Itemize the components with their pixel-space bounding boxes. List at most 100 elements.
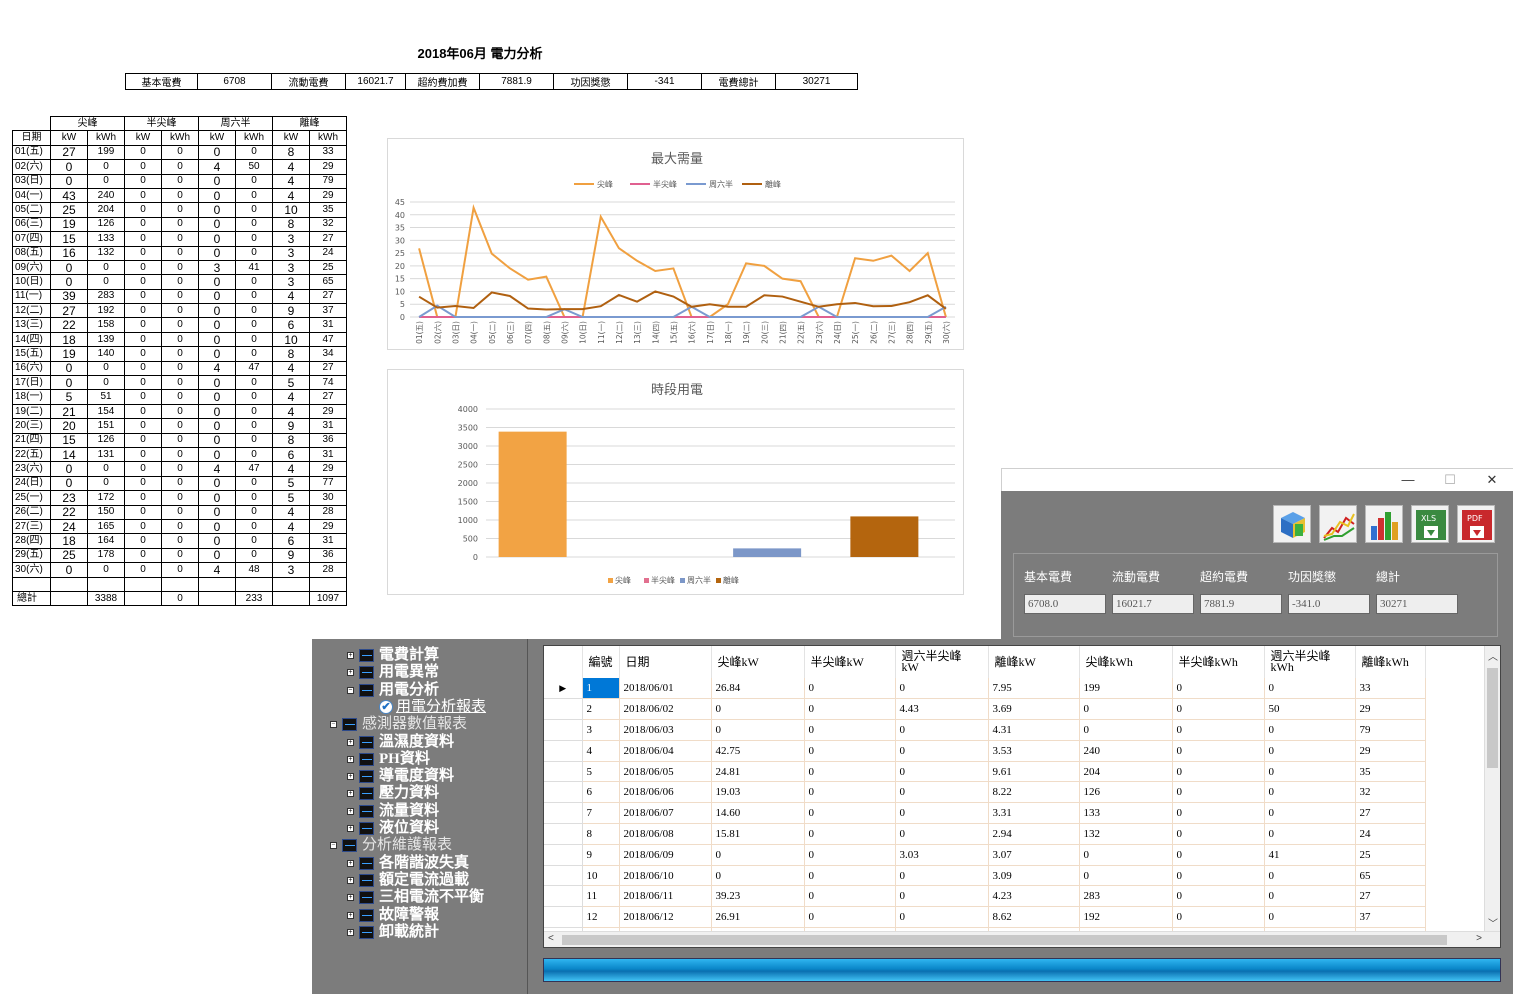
grid-cell[interactable]: 0 — [1172, 865, 1265, 887]
grid-cell[interactable]: 2018/06/03 — [619, 719, 712, 741]
grid-cell[interactable]: 0 — [895, 740, 989, 762]
row-header[interactable] — [544, 698, 583, 721]
row-header[interactable] — [544, 761, 583, 783]
grid-cell[interactable]: 0 — [1172, 802, 1265, 825]
grid-cell[interactable]: 0 — [1172, 719, 1265, 741]
metric-field[interactable]: 6708.0 — [1024, 594, 1106, 614]
row-header[interactable] — [544, 906, 583, 929]
grid-cell[interactable]: 0 — [1172, 844, 1265, 866]
grid-cell[interactable]: 0 — [1172, 781, 1265, 804]
grid-cell[interactable]: 133 — [1079, 802, 1173, 825]
grid-cell[interactable]: 37 — [1355, 906, 1426, 929]
grid-cell[interactable]: 0 — [804, 906, 896, 929]
current-row-indicator-icon[interactable]: ▶ — [544, 678, 583, 700]
grid-cell[interactable]: 0 — [1079, 698, 1173, 721]
grid-cell[interactable]: 9.61 — [988, 761, 1080, 783]
grid-cell[interactable]: 2018/06/05 — [619, 761, 712, 783]
grid-row[interactable]: 9 2018/06/09 0 0 3.03 3.07 0 0 41 25 — [544, 844, 1426, 866]
grid-cell[interactable]: 0 — [804, 802, 896, 825]
row-header[interactable] — [544, 802, 583, 825]
grid-cell[interactable]: 29 — [1355, 740, 1426, 762]
grid-cell[interactable]: 0 — [804, 740, 896, 762]
grid-column-header[interactable]: 編號 — [582, 646, 620, 678]
grid-cell[interactable]: 204 — [1079, 761, 1173, 783]
xls-export-icon[interactable]: XLS — [1411, 505, 1449, 543]
grid-cell[interactable]: 32 — [1355, 781, 1426, 804]
grid-cell[interactable]: 35 — [1355, 761, 1426, 783]
grid-cell[interactable]: 0 — [895, 802, 989, 825]
grid-cell[interactable]: 19.03 — [711, 781, 805, 804]
grid-cell[interactable]: 126 — [1079, 781, 1173, 804]
metric-field[interactable]: -341.0 — [1288, 594, 1370, 614]
grid-cell[interactable]: 0 — [895, 781, 989, 804]
grid-cell[interactable]: 0 — [804, 719, 896, 741]
close-button[interactable]: ✕ — [1486, 472, 1498, 487]
grid-column-header[interactable]: 尖峰kW — [711, 646, 805, 678]
grid-cell[interactable]: 9 — [582, 844, 620, 866]
grid-column-header[interactable]: 尖峰kWh — [1079, 646, 1173, 678]
grid-cell[interactable]: 41 — [1264, 844, 1356, 866]
grid-row[interactable]: 5 2018/06/05 24.81 0 0 9.61 204 0 0 35 — [544, 761, 1426, 783]
expand-toggle-icon[interactable]: + — [347, 651, 354, 659]
grid-cell[interactable]: 0 — [1264, 719, 1356, 741]
grid-row[interactable]: 8 2018/06/08 15.81 0 0 2.94 132 0 0 24 — [544, 823, 1426, 845]
grid-cell[interactable]: 2018/06/11 — [619, 885, 712, 908]
row-header[interactable] — [544, 865, 583, 887]
grid-cell[interactable]: 0 — [711, 719, 805, 741]
grid-cell[interactable]: 199 — [1079, 678, 1173, 700]
grid-cell[interactable]: 2018/06/12 — [619, 906, 712, 929]
grid-cell[interactable]: 0 — [895, 761, 989, 783]
grid-cell[interactable]: 0 — [895, 906, 989, 929]
vertical-scrollbar[interactable]: ︿ ﹀ — [1484, 646, 1500, 932]
row-header[interactable] — [544, 885, 583, 908]
grid-cell[interactable]: 24 — [1355, 823, 1426, 845]
grid-cell[interactable]: 0 — [1264, 906, 1356, 929]
grid-cell[interactable]: 0 — [1264, 865, 1356, 887]
grid-cell[interactable]: 2.94 — [988, 823, 1080, 845]
collapse-toggle-icon[interactable]: − — [330, 720, 337, 729]
grid-cell[interactable]: 0 — [1264, 740, 1356, 762]
expand-toggle-icon[interactable]: + — [347, 858, 354, 867]
grid-cell[interactable]: 8.62 — [988, 906, 1080, 929]
grid-cell[interactable]: 0 — [804, 865, 896, 887]
grid-cell[interactable]: 15.81 — [711, 823, 805, 845]
grid-cell[interactable]: 0 — [1172, 885, 1265, 908]
grid-cell[interactable]: 0 — [804, 761, 896, 783]
grid-cell[interactable]: 0 — [1079, 844, 1173, 866]
grid-row[interactable]: 3 2018/06/03 0 0 0 4.31 0 0 0 79 — [544, 719, 1426, 741]
expand-toggle-icon[interactable]: + — [347, 772, 354, 781]
grid-cell[interactable]: 0 — [711, 865, 805, 887]
grid-column-header[interactable]: 日期 — [619, 646, 712, 678]
grid-cell[interactable]: 0 — [1172, 906, 1265, 929]
grid-cell[interactable]: 132 — [1079, 823, 1173, 845]
row-header[interactable] — [544, 740, 583, 762]
grid-cell[interactable]: 0 — [711, 698, 805, 721]
row-header[interactable] — [544, 781, 583, 804]
grid-column-header[interactable]: 週六半尖峰 kWh — [1264, 646, 1356, 678]
grid-cell[interactable]: 3.69 — [988, 698, 1080, 721]
scroll-left-icon[interactable]: < — [548, 933, 554, 944]
grid-cell[interactable]: 0 — [895, 719, 989, 741]
grid-cell[interactable]: 0 — [1264, 781, 1356, 804]
grid-cell[interactable]: 2018/06/09 — [619, 844, 712, 866]
grid-cell[interactable]: 2018/06/02 — [619, 698, 712, 721]
grid-cell[interactable]: 26.91 — [711, 906, 805, 929]
grid-cell[interactable]: 0 — [895, 678, 989, 700]
grid-cell[interactable]: 0 — [804, 698, 896, 721]
row-header[interactable] — [544, 823, 583, 845]
expand-toggle-icon[interactable]: + — [347, 789, 354, 798]
pdf-export-icon[interactable]: PDF — [1457, 505, 1495, 543]
grid-cell[interactable]: 4.31 — [988, 719, 1080, 741]
expand-toggle-icon[interactable]: + — [347, 910, 354, 919]
collapse-toggle-icon[interactable]: − — [347, 685, 354, 694]
grid-cell[interactable]: 33 — [1355, 678, 1426, 700]
grid-cell[interactable]: 0 — [1079, 865, 1173, 887]
expand-toggle-icon[interactable]: + — [347, 668, 354, 677]
grid-cell[interactable]: 4.23 — [988, 885, 1080, 908]
grid-cell[interactable]: 0 — [1264, 678, 1356, 700]
grid-row[interactable]: 4 2018/06/04 42.75 0 0 3.53 240 0 0 29 — [544, 740, 1426, 762]
grid-cell[interactable]: 26.84 — [711, 678, 805, 700]
grid-cell[interactable]: 240 — [1079, 740, 1173, 762]
row-header[interactable] — [544, 719, 583, 741]
row-header[interactable] — [544, 844, 583, 866]
